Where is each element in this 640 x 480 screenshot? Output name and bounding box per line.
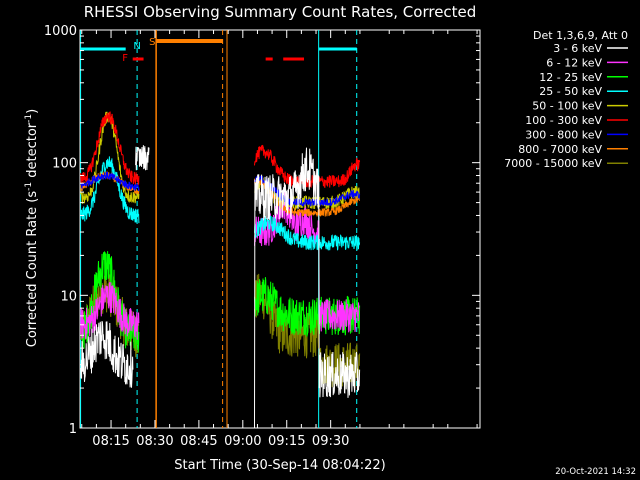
chart-title: RHESSI Observing Summary Count Rates, Co…: [84, 3, 477, 21]
series-line-0: [254, 147, 361, 429]
y-axis-label: Corrected Count Rate (s-1 detector-1): [24, 109, 40, 347]
plot-border: [79, 29, 481, 429]
series-line-6: [254, 175, 361, 207]
series-line-0: [135, 145, 150, 171]
series-line-0: [80, 321, 134, 388]
series-line-1: [80, 282, 140, 340]
x-tick-label: 08:15: [92, 434, 129, 449]
data-layer: FN S: [80, 30, 361, 429]
legend-label: 25 - 50 keV: [539, 85, 602, 98]
flag-label-f: F: [122, 53, 128, 64]
legend-label: 12 - 25 keV: [539, 71, 602, 84]
legend-header: Det 1,3,6,9, Att 0: [533, 29, 628, 42]
series-line-3: [80, 156, 140, 224]
series-line-5: [80, 111, 140, 186]
legend-label: 3 - 6 keV: [553, 42, 602, 55]
tick-layer: 08:15 08:30 08:45 09:00 09:15 09:30 1 10 100 1000: [44, 24, 480, 449]
flag-label-s: S: [149, 37, 155, 48]
y-tick-label: 1000: [44, 24, 77, 39]
legend-label: 800 - 7000 keV: [518, 143, 602, 156]
legend-label: 300 - 800 keV: [525, 128, 602, 141]
legend-label: 100 - 300 keV: [525, 114, 602, 127]
flag-label-n: N: [133, 41, 140, 52]
x-tick-label: 09:00: [224, 434, 261, 449]
series-line-6: [80, 171, 140, 192]
x-tick-label: 09:30: [312, 434, 349, 449]
legend-label: 7000 - 15000 keV: [504, 157, 602, 170]
footer-timestamp: 20-Oct-2021 14:32: [555, 467, 636, 477]
legend-label: 6 - 12 keV: [546, 56, 602, 69]
x-tick-label: 08:30: [136, 434, 173, 449]
series-line-3: [254, 215, 361, 251]
plot-frame: [79, 29, 481, 429]
legend-label: 50 - 100 keV: [532, 100, 602, 113]
series-line-1: [254, 191, 360, 333]
y-tick-label: 10: [60, 289, 77, 304]
x-axis-label: Start Time (30-Sep-14 08:04:22): [174, 458, 385, 473]
x-tick-label: 09:15: [268, 434, 305, 449]
y-tick-label: 1: [69, 422, 77, 437]
x-tick-label: 08:45: [180, 434, 217, 449]
y-tick-label: 100: [52, 157, 77, 172]
